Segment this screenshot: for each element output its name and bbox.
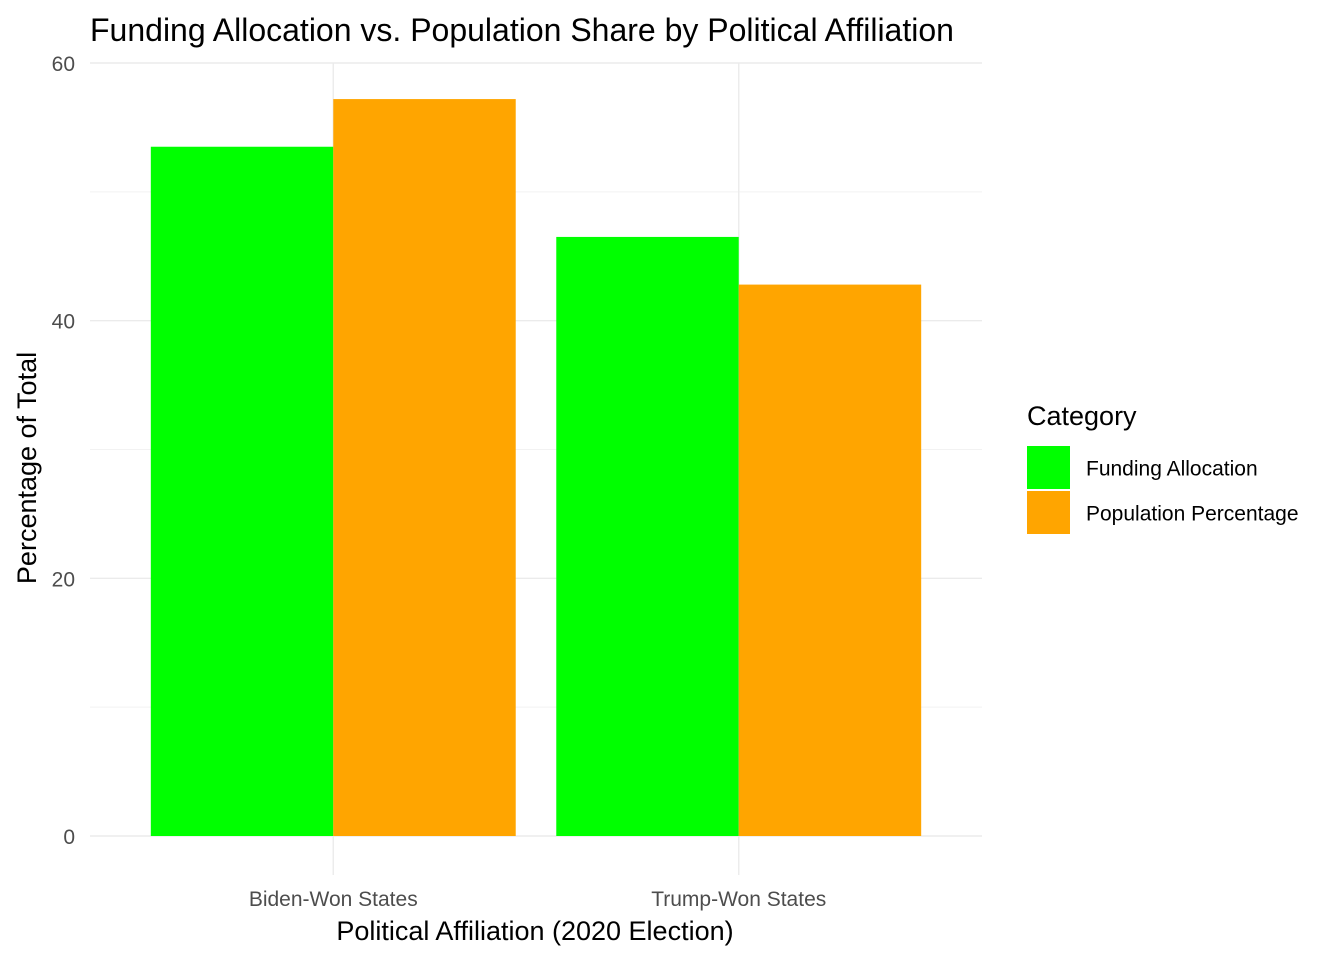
bar <box>333 99 516 836</box>
y-axis-ticks: 0 20 40 60 <box>52 53 75 849</box>
legend-swatch <box>1027 491 1070 534</box>
x-axis-ticks: Biden-Won States Trump-Won States <box>249 888 826 911</box>
y-tick-label: 20 <box>52 568 75 591</box>
x-tick-label: Trump-Won States <box>651 888 826 911</box>
legend-title: Category <box>1027 401 1137 431</box>
legend: Category Funding Allocation Population Pe… <box>1027 401 1299 534</box>
chart-title: Funding Allocation vs. Population Share … <box>90 12 954 48</box>
legend-label: Funding Allocation <box>1086 458 1258 481</box>
bar <box>556 236 739 837</box>
bars <box>150 99 922 837</box>
y-tick-label: 0 <box>63 826 75 849</box>
y-axis-title: Percentage of Total <box>12 352 42 584</box>
legend-label: Population Percentage <box>1086 503 1299 526</box>
x-axis-title: Political Affiliation (2020 Election) <box>336 916 733 946</box>
bar <box>738 284 922 836</box>
y-tick-label: 60 <box>52 53 75 76</box>
bar <box>150 146 334 836</box>
legend-swatch <box>1027 446 1070 489</box>
y-tick-label: 40 <box>52 311 75 334</box>
x-tick-label: Biden-Won States <box>249 888 418 911</box>
